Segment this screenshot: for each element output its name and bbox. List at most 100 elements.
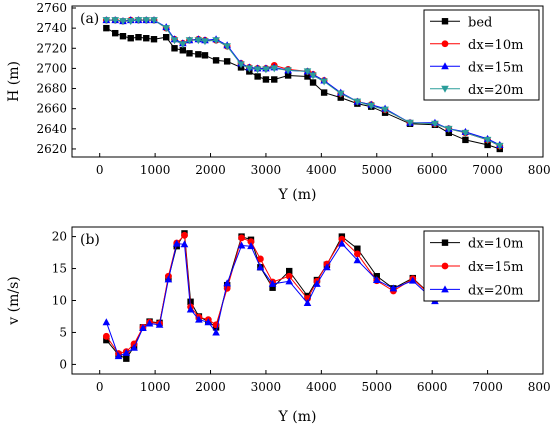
data-point (337, 94, 344, 101)
y-tick-label: 2700 (36, 61, 67, 75)
legend-label: bed (468, 15, 492, 30)
data-point (406, 119, 414, 127)
data-point (483, 136, 492, 144)
x-tick-label: 5000 (361, 163, 392, 177)
data-point (238, 234, 245, 242)
legend-label: dx=10m (468, 237, 523, 252)
data-point (172, 239, 181, 247)
data-point (195, 315, 203, 323)
y-axis-label: H (m) (6, 61, 22, 102)
data-point (223, 43, 231, 51)
data-point (164, 275, 173, 283)
y-tick-label: 20 (52, 230, 67, 244)
data-point (372, 276, 381, 284)
data-point (268, 279, 277, 287)
data-point (201, 38, 209, 46)
data-point (212, 57, 220, 64)
data-point (181, 231, 188, 239)
y-tick-label: 2680 (36, 82, 67, 96)
data-point (269, 284, 276, 291)
data-point (237, 61, 245, 69)
x-tick-label: 2000 (195, 163, 226, 177)
x-tick-label: 1000 (140, 163, 171, 177)
data-point (185, 37, 194, 45)
data-point (119, 18, 127, 26)
x-tick-label: 4000 (306, 163, 337, 177)
data-point (254, 73, 261, 80)
data-point (353, 256, 362, 264)
data-point (320, 89, 328, 96)
x-tick-label: 5000 (361, 380, 392, 394)
data-point (171, 45, 178, 52)
data-point (367, 102, 376, 110)
data-point (338, 235, 346, 243)
data-point (155, 320, 164, 328)
data-point (271, 76, 278, 83)
data-point (285, 272, 293, 280)
y-tick-label: 2640 (36, 122, 67, 136)
data-point (313, 279, 321, 287)
x-tick-label: 0 (96, 380, 104, 394)
panel-label: (b) (80, 232, 100, 248)
data-point (270, 65, 279, 73)
legend-box (423, 9, 540, 101)
x-axis-label: Y (m) (278, 409, 317, 425)
data-point (150, 17, 158, 25)
x-tick-label: 1000 (140, 380, 171, 394)
data-point (237, 241, 246, 249)
legend-marker (441, 285, 449, 293)
panel-label: (a) (80, 11, 99, 27)
data-point (336, 90, 345, 98)
x-tick-label: 6000 (417, 380, 448, 394)
legend-label: dx=15m (468, 260, 523, 275)
x-tick-label: 0 (96, 163, 104, 177)
data-point (309, 79, 317, 86)
data-point (102, 332, 110, 340)
data-point (103, 336, 110, 344)
data-point (462, 136, 469, 144)
data-point (285, 277, 294, 285)
data-point (170, 37, 179, 45)
data-point (212, 37, 220, 45)
legend-marker (441, 85, 449, 93)
data-point (353, 98, 362, 106)
y-tick-label: 10 (52, 294, 67, 308)
x-tick-label: 6000 (417, 163, 448, 177)
data-point (212, 328, 220, 336)
data-point (303, 68, 312, 76)
data-point (484, 141, 491, 149)
data-point (320, 78, 328, 86)
x-tick-label: 2000 (195, 380, 226, 394)
data-point (286, 267, 293, 275)
data-point (201, 52, 209, 59)
data-point (127, 35, 134, 42)
legend-marker (441, 40, 449, 48)
data-point (445, 125, 453, 133)
legend-marker (441, 18, 449, 25)
data-point (247, 238, 255, 246)
data-point (102, 17, 111, 25)
data-point (408, 276, 417, 284)
data-point (150, 36, 158, 43)
data-point (223, 58, 231, 65)
data-point (134, 17, 143, 25)
data-point (180, 240, 189, 248)
data-point (245, 65, 254, 73)
data-point (389, 284, 398, 292)
legend-label: dx=20m (468, 283, 523, 298)
data-point (186, 305, 195, 313)
data-point (354, 245, 361, 252)
data-point (204, 318, 213, 326)
y-tick-label: 0 (59, 357, 67, 371)
data-point (223, 279, 231, 287)
x-tick-label: 3000 (251, 380, 282, 394)
data-point (179, 41, 187, 49)
data-point (195, 51, 202, 58)
data-point (114, 352, 123, 360)
legend-marker (441, 62, 449, 70)
data-point (135, 34, 142, 41)
data-point (257, 255, 264, 263)
x-tick-label: 3000 (251, 163, 282, 177)
